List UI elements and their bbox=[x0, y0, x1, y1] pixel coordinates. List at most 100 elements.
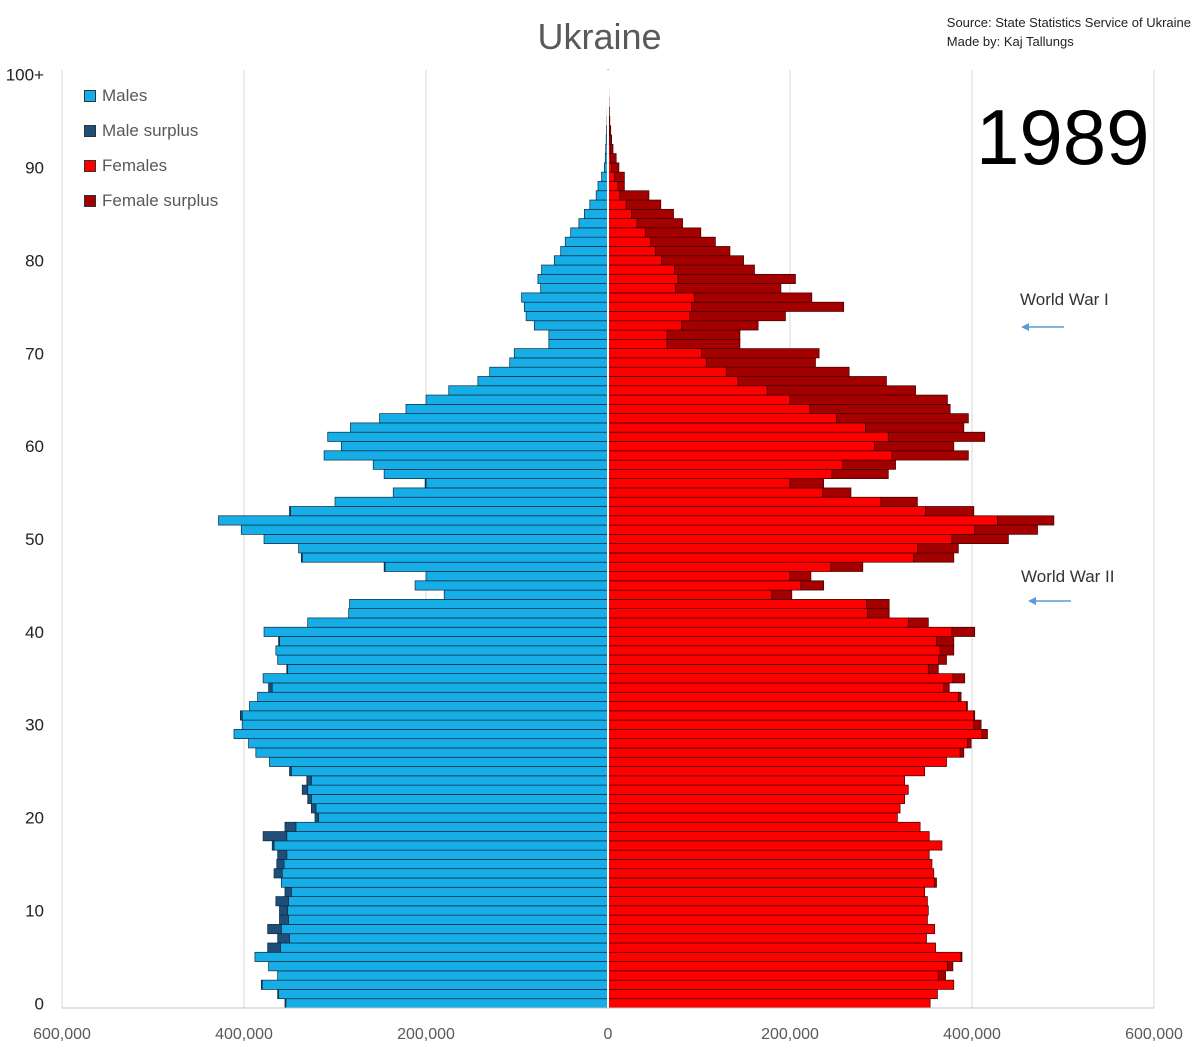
male-bar bbox=[281, 868, 609, 879]
female-bar bbox=[607, 654, 939, 665]
male-bar bbox=[589, 199, 609, 210]
female-bar bbox=[607, 311, 691, 322]
female-bar bbox=[607, 450, 893, 461]
male-bar bbox=[287, 905, 609, 916]
female-surplus-bar bbox=[610, 153, 617, 164]
male-surplus-bar bbox=[306, 775, 312, 786]
female-bar bbox=[607, 441, 875, 452]
male-bar bbox=[263, 626, 609, 637]
male-surplus-bar bbox=[277, 989, 279, 1000]
male-bar bbox=[241, 719, 609, 730]
female-bar bbox=[607, 329, 668, 340]
male-bar bbox=[414, 580, 609, 591]
female-bar bbox=[607, 246, 656, 257]
y-tick-label: 90 bbox=[25, 159, 44, 178]
male-bar bbox=[290, 506, 609, 517]
male-bar bbox=[448, 385, 609, 396]
legend-swatch-male-surplus bbox=[84, 124, 96, 137]
male-surplus-bar bbox=[279, 905, 289, 916]
male-bar bbox=[273, 840, 609, 851]
female-surplus-bar bbox=[880, 496, 918, 507]
male-bar bbox=[290, 766, 609, 777]
female-bar bbox=[607, 273, 679, 284]
male-surplus-bar bbox=[268, 682, 273, 693]
y-tick-label: 50 bbox=[25, 530, 44, 549]
female-surplus-bar bbox=[836, 413, 969, 424]
female-surplus-bar bbox=[957, 691, 962, 702]
female-bar bbox=[607, 394, 791, 405]
male-bar bbox=[285, 998, 609, 1009]
male-bar bbox=[248, 738, 609, 749]
x-tick-label: 400,000 bbox=[943, 1026, 1001, 1043]
y-tick-label: 70 bbox=[25, 344, 44, 363]
male-surplus-bar bbox=[276, 859, 285, 870]
male-surplus-bar bbox=[275, 896, 289, 907]
chart-title: Ukraine bbox=[537, 16, 662, 57]
female-bar bbox=[607, 701, 967, 712]
legend-swatch-males bbox=[84, 89, 96, 102]
female-surplus-bar bbox=[891, 450, 969, 461]
female-surplus-bar bbox=[917, 543, 959, 554]
male-surplus-bar bbox=[267, 942, 281, 953]
female-bar bbox=[607, 794, 906, 805]
female-bar bbox=[607, 775, 906, 786]
female-bar bbox=[607, 970, 939, 981]
female-surplus-bar bbox=[701, 348, 820, 359]
female-surplus-bar bbox=[789, 571, 812, 582]
female-bar bbox=[607, 357, 707, 368]
male-bar bbox=[288, 896, 609, 907]
female-bar bbox=[607, 784, 909, 795]
x-tick-label: 600,000 bbox=[33, 1026, 91, 1043]
male-bar bbox=[288, 914, 609, 925]
male-bar bbox=[425, 478, 609, 489]
female-bar bbox=[607, 766, 926, 777]
female-surplus-bar bbox=[654, 246, 731, 257]
male-surplus-bar bbox=[286, 664, 289, 675]
annotation-arrowhead bbox=[1021, 323, 1029, 331]
female-surplus-bar bbox=[959, 747, 965, 758]
source-note: Source: State Statistics Service of Ukra… bbox=[947, 13, 1191, 51]
male-bar bbox=[240, 524, 609, 535]
x-tick-label: 400,000 bbox=[215, 1026, 273, 1043]
male-surplus-bar bbox=[289, 506, 291, 517]
y-tick-label: 0 bbox=[35, 994, 44, 1013]
female-bar bbox=[607, 849, 930, 860]
female-bar bbox=[607, 942, 936, 953]
male-bar bbox=[341, 441, 609, 452]
male-bar bbox=[384, 561, 609, 572]
female-bar bbox=[607, 821, 921, 832]
male-surplus-bar bbox=[267, 924, 282, 935]
male-bar bbox=[392, 487, 609, 498]
female-surplus-bar bbox=[650, 236, 716, 247]
male-surplus-bar bbox=[278, 636, 280, 647]
male-bar bbox=[348, 608, 609, 619]
male-bar bbox=[560, 246, 609, 257]
male-bar bbox=[443, 589, 609, 600]
male-bar bbox=[537, 273, 609, 284]
male-bar bbox=[548, 329, 609, 340]
male-bar bbox=[283, 859, 609, 870]
female-surplus-bar bbox=[951, 534, 1009, 544]
male-bar bbox=[301, 552, 609, 563]
female-bar bbox=[607, 682, 945, 693]
male-bar bbox=[350, 422, 609, 433]
female-bar bbox=[607, 951, 962, 962]
male-bar bbox=[513, 348, 609, 359]
female-surplus-bar bbox=[822, 487, 852, 498]
male-surplus-bar bbox=[301, 784, 309, 795]
female-bar bbox=[607, 589, 773, 600]
male-bar bbox=[509, 357, 609, 368]
y-tick-label: 100+ bbox=[6, 66, 44, 85]
male-bar bbox=[570, 227, 609, 238]
female-surplus-bar bbox=[666, 338, 741, 349]
male-bar bbox=[541, 264, 609, 275]
female-surplus-bar bbox=[939, 645, 955, 656]
male-bar bbox=[315, 803, 609, 814]
female-surplus-bar bbox=[625, 199, 662, 210]
female-surplus-bar bbox=[973, 710, 976, 721]
female-bar bbox=[607, 468, 833, 479]
male-bar bbox=[379, 413, 609, 424]
female-bar bbox=[607, 831, 930, 842]
female-bar bbox=[607, 961, 948, 972]
female-bar bbox=[607, 283, 676, 294]
